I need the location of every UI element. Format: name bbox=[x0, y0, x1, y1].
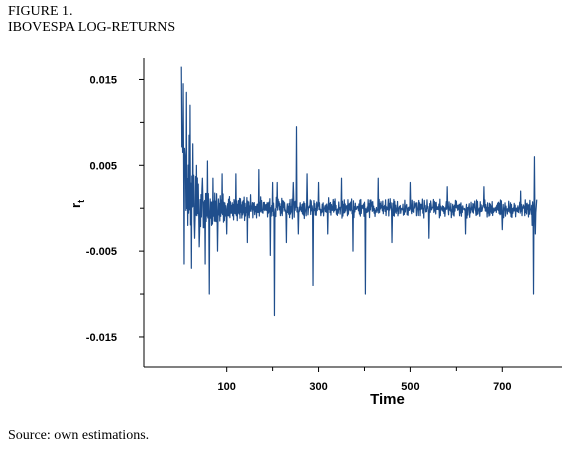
y-axis-label-subscript: t bbox=[76, 200, 86, 203]
figure-title: IBOVESPA LOG-RETURNS bbox=[8, 20, 176, 35]
y-axis-label: rt bbox=[68, 200, 86, 208]
series-layer bbox=[180, 66, 538, 317]
y-tick-label: 0.015 bbox=[89, 74, 117, 86]
figure-source: Source: own estimations. bbox=[8, 428, 150, 443]
x-axis-label: Time bbox=[370, 391, 405, 408]
x-tick-label: 300 bbox=[309, 381, 327, 393]
figure-number: FIGURE 1. bbox=[8, 4, 73, 19]
chart-frame bbox=[143, 58, 562, 368]
x-tick-label: 700 bbox=[493, 381, 511, 393]
x-tick-label: 500 bbox=[401, 381, 419, 393]
y-axis-label-main: r bbox=[68, 203, 83, 208]
y-tick-label: -0.015 bbox=[86, 332, 117, 344]
axis-layer: 0.015 0.005 -0.005 -0.015 100 300 500 700 bbox=[86, 74, 512, 393]
y-tick-label: 0.005 bbox=[89, 160, 117, 172]
y-tick-label: -0.005 bbox=[86, 246, 117, 258]
series-line bbox=[180, 66, 538, 317]
x-tick-label: 100 bbox=[218, 381, 236, 393]
